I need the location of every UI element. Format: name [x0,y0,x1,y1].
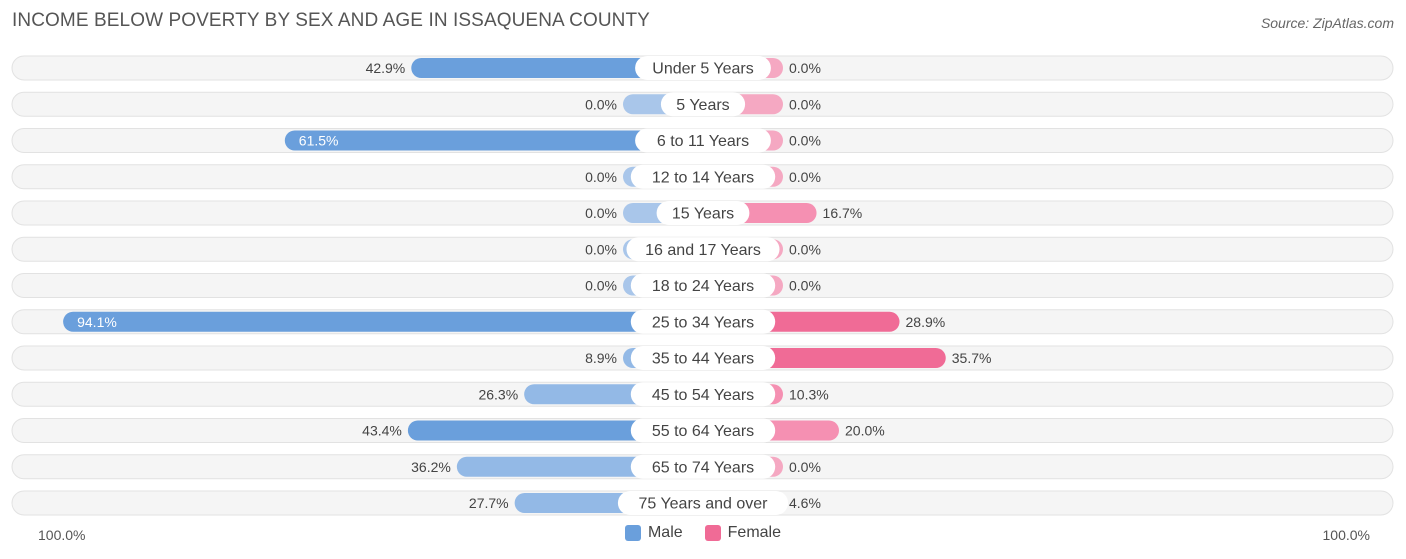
category-label: 25 to 34 Years [652,314,754,331]
legend-swatch-female [704,525,721,541]
category-label: 5 Years [676,97,729,114]
category-label: 45 to 54 Years [652,387,754,404]
category-label: 12 to 14 Years [652,169,754,186]
category-label-pill [635,128,771,153]
value-label-male: 0.0% [585,96,617,112]
category-label-pill [656,201,750,225]
value-label-female: 16.7% [823,205,863,221]
category-label-pill [630,382,776,407]
category-label-pill [630,418,776,443]
value-label-male: 27.7% [469,495,509,511]
value-label-female: 0.0% [789,169,821,185]
bar-male [407,420,703,441]
bar-male [63,311,704,332]
bar-male [284,130,703,151]
value-label-male: 61.5% [299,133,339,149]
value-label-female: 4.6% [789,495,821,511]
category-label: 15 Years [672,206,734,223]
category-label-pill [630,273,776,298]
category-label: 18 to 24 Years [652,278,754,295]
axis-right-label: 100.0% [1322,527,1370,543]
category-label-pill [630,454,776,479]
legend-item-male[interactable]: Male [624,524,683,542]
value-label-female: 20.0% [845,423,885,439]
source-credit: Source: ZipAtlas.com [1260,15,1394,31]
category-label-pill [630,164,776,189]
category-label: Under 5 Years [652,61,753,78]
value-label-male: 43.4% [362,423,402,439]
category-label: 16 and 17 Years [645,242,761,259]
value-label-female: 35.7% [952,350,992,366]
legend-label-female: Female [727,524,782,541]
value-label-female: 0.0% [789,96,821,112]
value-label-male: 36.2% [411,459,451,475]
legend-swatch-male [624,525,641,541]
value-label-female: 0.0% [789,60,821,76]
value-label-female: 0.0% [789,459,821,475]
category-label: 55 to 64 Years [652,423,754,440]
category-label-pill [660,92,746,117]
category-label: 35 to 44 Years [652,351,754,368]
value-label-female: 10.3% [789,386,829,402]
poverty-chart: 42.9% 0.0% Under 5 Years 0.0% 0.0% 5 Years 61.… [11,55,1394,516]
value-label-male: 0.0% [585,169,617,185]
value-label-male: 8.9% [585,350,617,366]
value-label-female: 0.0% [789,278,821,294]
category-label: 6 to 11 Years [657,133,749,150]
category-label-pill [617,491,789,515]
value-label-male: 0.0% [585,278,617,294]
value-label-male: 0.0% [585,205,617,221]
legend: Male Female [0,524,1406,542]
value-label-female: 28.9% [906,314,946,330]
category-label-pill [630,346,776,370]
value-label-male: 42.9% [366,60,406,76]
category-label-pill [635,56,771,80]
legend-label-male: Male [647,524,683,541]
category-label-pill [626,237,780,262]
value-label-female: 0.0% [789,133,821,149]
value-label-male: 26.3% [478,386,518,402]
legend-item-female[interactable]: Female [704,524,782,542]
category-label: 65 to 74 Years [652,459,754,476]
chart-title: INCOME BELOW POVERTY BY SEX AND AGE IN I… [12,10,650,31]
category-label-pill [630,309,776,334]
bar-male [411,58,703,78]
value-label-male: 0.0% [585,241,617,257]
value-label-female: 0.0% [789,241,821,257]
value-label-male: 94.1% [77,314,117,330]
category-label: 75 Years and over [639,496,769,513]
axis-left-label: 100.0% [38,527,86,543]
